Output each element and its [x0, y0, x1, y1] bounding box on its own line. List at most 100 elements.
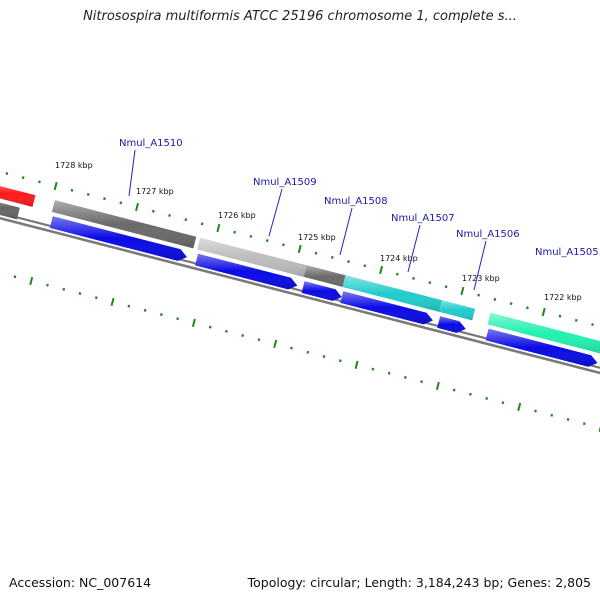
outer-tick-18	[265, 239, 269, 243]
outer-tick-34	[526, 306, 529, 310]
outer-tick-2	[5, 171, 9, 175]
outer-tick-30	[460, 286, 465, 296]
outer-tick-19	[282, 243, 285, 247]
outer-tick-20	[297, 244, 302, 254]
inner-tick-20	[273, 339, 278, 349]
outer-tick-28	[428, 281, 432, 285]
kbp-label-1726: 1726 kbp	[218, 211, 256, 220]
outer-tick-6	[70, 188, 74, 192]
kbp-label-1727: 1727 kbp	[136, 187, 174, 196]
inner-tick-11	[127, 304, 131, 308]
inner-tick-32	[469, 392, 472, 396]
kbp-label-1728: 1728 kbp	[55, 161, 93, 170]
outer-tick-3	[21, 176, 25, 180]
outer-tick-37	[574, 318, 578, 322]
outer-tick-13	[184, 218, 188, 222]
feature-track	[0, 186, 600, 367]
outer-tick-5	[53, 181, 58, 191]
gene-label-nmul-a1509[interactable]: Nmul_A1509	[253, 177, 317, 188]
feature-upper-2-shine	[51, 200, 197, 249]
inner-tick-29	[420, 380, 424, 384]
feature-lower-4-shine	[301, 281, 342, 301]
inner-tick-28	[403, 375, 407, 379]
outer-tick-4	[38, 180, 41, 184]
outer-tick-8	[103, 197, 106, 201]
inner-tick-35	[517, 402, 522, 411]
outer-tick-24	[363, 264, 367, 268]
inner-tick-34	[501, 401, 505, 405]
inner-tick-5	[29, 276, 34, 286]
label-layer: 1728 kbp 1727 kbp 1726 kbp 1725 kbp 1724…	[55, 138, 599, 302]
feature-lower-3-shine	[195, 253, 298, 290]
feature-upper-1-shine	[0, 186, 36, 207]
backbone-line-2	[0, 216, 600, 375]
inner-tick-4	[13, 275, 17, 279]
inner-tick-23	[322, 355, 326, 358]
inner-tick-6	[46, 283, 49, 287]
feature-upper-4-shine	[303, 265, 352, 289]
inner-tick-22	[306, 350, 310, 354]
outer-tick-35	[541, 307, 546, 317]
inner-tick-31	[452, 388, 456, 392]
outer-tick-15	[216, 223, 221, 233]
outer-tick-33	[509, 302, 513, 306]
outer-tick-23	[347, 260, 350, 264]
inner-tick-25	[354, 360, 359, 370]
outer-tick-14	[200, 222, 204, 226]
gene-label-nmul-a1507[interactable]: Nmul_A1507	[391, 213, 455, 224]
accession-text: Accession: NC_007614	[9, 575, 152, 590]
outer-tick-27	[412, 276, 415, 280]
leader-line-nmul-a1506	[473, 240, 487, 291]
leader-line-nmul-a1509	[268, 188, 283, 237]
gene-label-nmul-a1506[interactable]: Nmul_A1506	[456, 229, 520, 240]
feature-upper-6-shine	[439, 300, 476, 321]
feature-lower-1-shine	[0, 202, 20, 220]
feature-lower-6-shine	[437, 316, 466, 333]
inner-tick-38	[566, 417, 570, 421]
feature-lower-7-shine	[485, 328, 598, 367]
leader-line-nmul-a1508	[339, 207, 353, 256]
feature-upper-7-shine	[487, 312, 600, 354]
inner-tick-8	[78, 292, 82, 296]
leader-line-nmul-a1510	[128, 149, 136, 197]
outer-tick-22	[330, 255, 334, 259]
inner-tick-21	[290, 346, 293, 350]
kbp-label-1723: 1723 kbp	[462, 274, 500, 283]
feature-lower-5-shine	[340, 291, 433, 325]
inner-tick-30	[435, 381, 440, 390]
leader-line-nmul-a1507	[407, 224, 421, 273]
inner-tick-7	[62, 287, 66, 291]
gene-label-nmul-a1508[interactable]: Nmul_A1508	[324, 196, 388, 207]
inner-tick-12	[143, 308, 147, 312]
inner-tick-26	[371, 367, 375, 371]
inner-tick-33	[485, 396, 489, 400]
map-title: Nitrosospira multiformis ATCC 25196 chro…	[83, 9, 517, 24]
feature-upper-3-shine	[197, 237, 307, 277]
gene-label-nmul-a1510[interactable]: Nmul_A1510	[119, 138, 183, 149]
inner-tick-13	[159, 313, 163, 317]
inner-tick-16	[208, 325, 212, 329]
inner-tick-15	[191, 318, 196, 328]
inner-tick-ring	[0, 271, 600, 432]
outer-tick-12	[168, 213, 171, 217]
outer-tick-38	[591, 323, 594, 327]
inner-tick-39	[582, 422, 586, 426]
inner-tick-19	[257, 338, 261, 342]
feature-lower-2-shine	[49, 216, 187, 261]
inner-tick-9	[94, 296, 98, 300]
outer-tick-26	[395, 272, 399, 276]
outer-tick-7	[86, 192, 90, 196]
kbp-label-1725: 1725 kbp	[298, 233, 336, 242]
outer-tick-36	[558, 314, 562, 318]
outer-tick-29	[444, 285, 448, 289]
outer-tick-31	[477, 293, 481, 297]
feature-upper-5-shine	[342, 275, 443, 312]
inner-tick-18	[241, 334, 245, 337]
gene-label-nmul-a1505[interactable]: Nmul_A1505	[535, 247, 599, 258]
outer-tick-32	[493, 297, 497, 301]
outer-tick-17	[249, 234, 253, 238]
outer-tick-10	[135, 202, 140, 212]
inner-tick-24	[338, 359, 342, 363]
inner-tick-27	[387, 371, 391, 375]
